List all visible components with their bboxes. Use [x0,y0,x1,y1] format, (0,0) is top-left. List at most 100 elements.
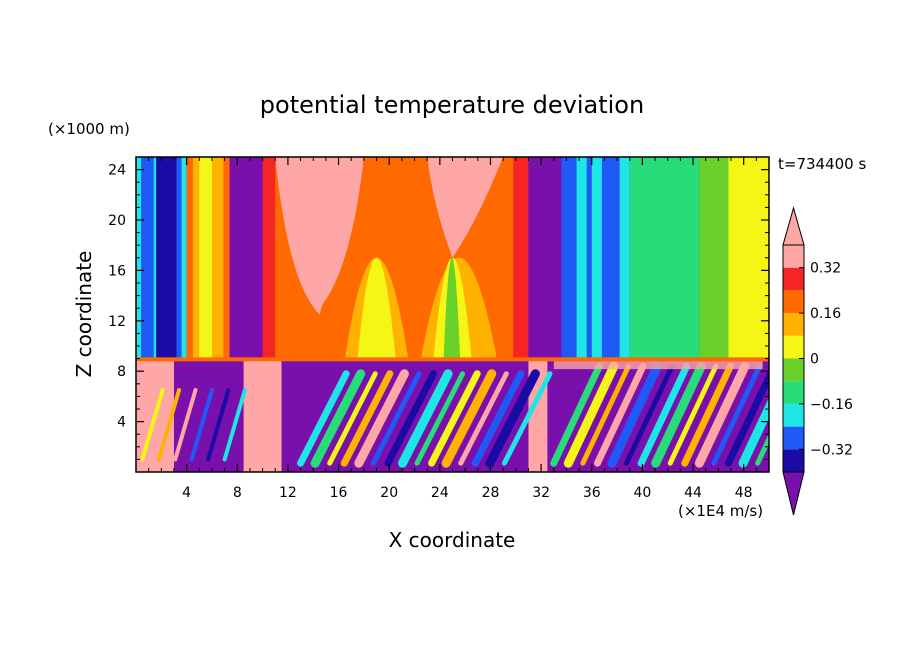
y-tick-label: 4 [117,415,126,431]
colorbar-segment [783,290,804,314]
x-tick-label: 48 [735,485,753,501]
x-tick-label: 16 [330,485,348,501]
x-tick-label: 32 [532,485,550,501]
y-tick-label: 8 [117,364,126,380]
contour-field [136,0,769,472]
colorbar-segment [783,245,804,268]
colorbar-tick-label: −0.32 [810,442,853,458]
y-tick-label: 16 [108,263,126,279]
colorbar-segment [783,381,804,404]
contour-filament [206,388,231,462]
x-tick-label: 4 [182,485,191,501]
contour-filament [414,371,466,466]
contour-interface [136,357,769,362]
y-unit-label: (×1000 m) [48,120,130,138]
x-tick-label: 8 [233,485,242,501]
time-label: t=734400 s [778,155,866,173]
x-tick-label: 44 [684,485,702,501]
contour-band [528,157,562,359]
chart-title: potential temperature deviation [260,91,644,119]
contour-filament [550,362,603,467]
contour-filament [738,397,769,468]
contour-filament [563,361,619,468]
contour-filament [428,370,481,467]
y-axis: 4 8 12 16 20 24 [108,163,769,460]
contour-cone [357,257,396,359]
contour-filament [340,370,394,467]
contour-filament [724,368,769,467]
colorbar-segment [783,426,804,450]
contour-band [156,157,177,359]
contour-band [601,157,620,359]
contour-filament [222,388,247,462]
contour-filament [370,371,422,466]
x-tick-label: 36 [583,485,601,501]
contour-filament [297,370,350,467]
contour-filament [667,363,719,466]
contour-band [141,157,154,359]
contour-band [243,358,282,472]
contour-filament [485,369,540,468]
colorbar-top-extension [782,206,805,246]
contour-filament [711,363,763,466]
contour-band [199,157,212,359]
x-tick-label: 20 [380,485,398,501]
contour-filament [384,370,438,467]
contour-cone [443,257,461,359]
contour-filament [458,371,509,466]
contour-plume [313,157,364,309]
contour-band [229,157,263,359]
contour-filament [593,362,647,467]
colorbar-segment [783,403,804,427]
contour-band [181,157,187,359]
y-tick-label: 24 [108,163,126,179]
y-tick-label: 20 [108,213,126,229]
colorbar-tick-label: 0.16 [810,306,841,322]
y-axis-label: Z coordinate [72,251,96,378]
contour-filament [173,388,198,462]
contour-filament [501,371,553,466]
contour-filament [607,361,663,468]
contour-filament [471,370,525,467]
x-tick-label: 24 [431,485,449,501]
colorbar: 0.32 0.16 0 −0.16 −0.32 [782,206,853,516]
y-tick-label: 12 [108,314,126,330]
contour-filament [327,371,378,466]
x-axis-label: X coordinate [389,528,516,552]
colorbar-tick-label: −0.16 [810,397,853,413]
contour-filament [354,369,409,468]
contour-band [176,157,182,359]
colorbar-segment [783,313,804,336]
x-unit-label: (×1E4 m/s) [678,502,763,520]
contour-filament [189,388,214,462]
x-tick-label: 12 [279,485,297,501]
contour-cell [364,0,389,14]
colorbar-tick-label: 0 [810,352,819,368]
x-tick-label: 28 [482,485,500,501]
contour-band [629,157,700,359]
contour-filament [580,363,631,466]
colorbar-bottom-extension [782,471,805,516]
contour-filament [694,361,750,468]
contour-plume [427,157,504,258]
contour-cell [202,0,210,14]
x-axis: 4 8 12 16 20 24 28 32 36 40 44 48 [148,157,757,501]
contour-filament [397,369,453,468]
contour-filament [637,362,691,467]
contour-filament [140,388,165,462]
contour-band [576,157,587,359]
colorbar-segment [783,358,804,382]
colorbar-segment [783,267,804,291]
x-tick-label: 40 [633,485,651,501]
contour-filament [310,369,366,468]
contour-band [553,361,763,370]
colorbar-tick-label: 0.32 [810,261,841,277]
colorbar-segment [783,335,804,359]
contour-filament [651,361,706,468]
contour-filament [624,363,675,466]
contour-filament [156,388,182,462]
colorbar-segment [783,449,804,472]
contour-band [728,157,769,359]
contour-filament [441,369,497,468]
